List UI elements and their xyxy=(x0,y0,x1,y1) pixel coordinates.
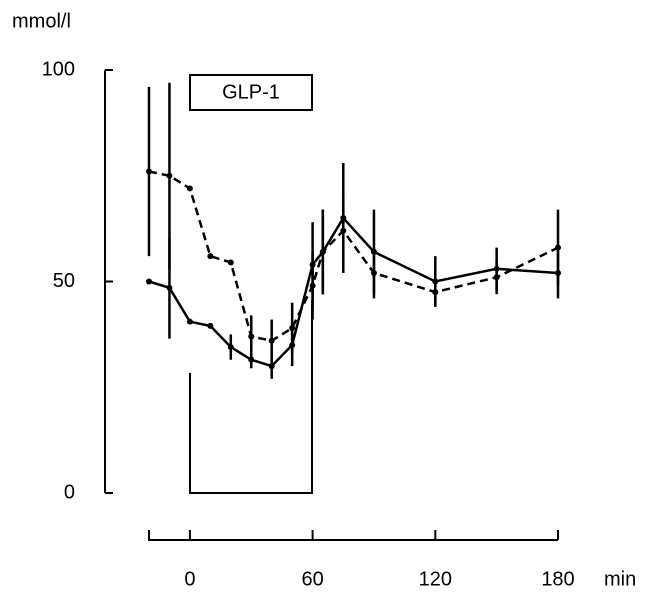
point xyxy=(555,244,561,251)
point xyxy=(309,282,316,289)
point xyxy=(340,227,347,234)
point xyxy=(248,356,255,363)
point xyxy=(166,172,173,179)
glp-box xyxy=(189,74,313,111)
point xyxy=(146,168,152,175)
point xyxy=(207,322,214,329)
point xyxy=(319,248,326,255)
point xyxy=(432,289,439,296)
point xyxy=(186,318,193,325)
x-axis-label: min xyxy=(604,568,636,590)
annotation: GLP-1 xyxy=(222,81,280,103)
infusion-bracket xyxy=(189,300,313,494)
point xyxy=(207,253,214,260)
x-tick-label: 0 xyxy=(184,568,195,590)
y-tick-label: 100 xyxy=(42,58,75,80)
y-tick-label: 50 xyxy=(53,270,75,292)
point xyxy=(493,274,500,281)
y-tick-label: 0 xyxy=(64,481,75,503)
point xyxy=(268,337,275,344)
y-axis-label: mmol/l xyxy=(12,10,71,32)
point xyxy=(370,270,377,277)
x-tick-label: 120 xyxy=(419,568,452,590)
point xyxy=(248,333,255,340)
point xyxy=(289,325,296,332)
point xyxy=(146,278,152,285)
point xyxy=(227,344,234,351)
line xyxy=(148,170,559,343)
point xyxy=(227,259,234,266)
x-tick-label: 180 xyxy=(541,568,574,590)
x-tick-label: 60 xyxy=(301,568,323,590)
point xyxy=(268,363,275,370)
point xyxy=(186,185,193,192)
point xyxy=(166,284,173,291)
